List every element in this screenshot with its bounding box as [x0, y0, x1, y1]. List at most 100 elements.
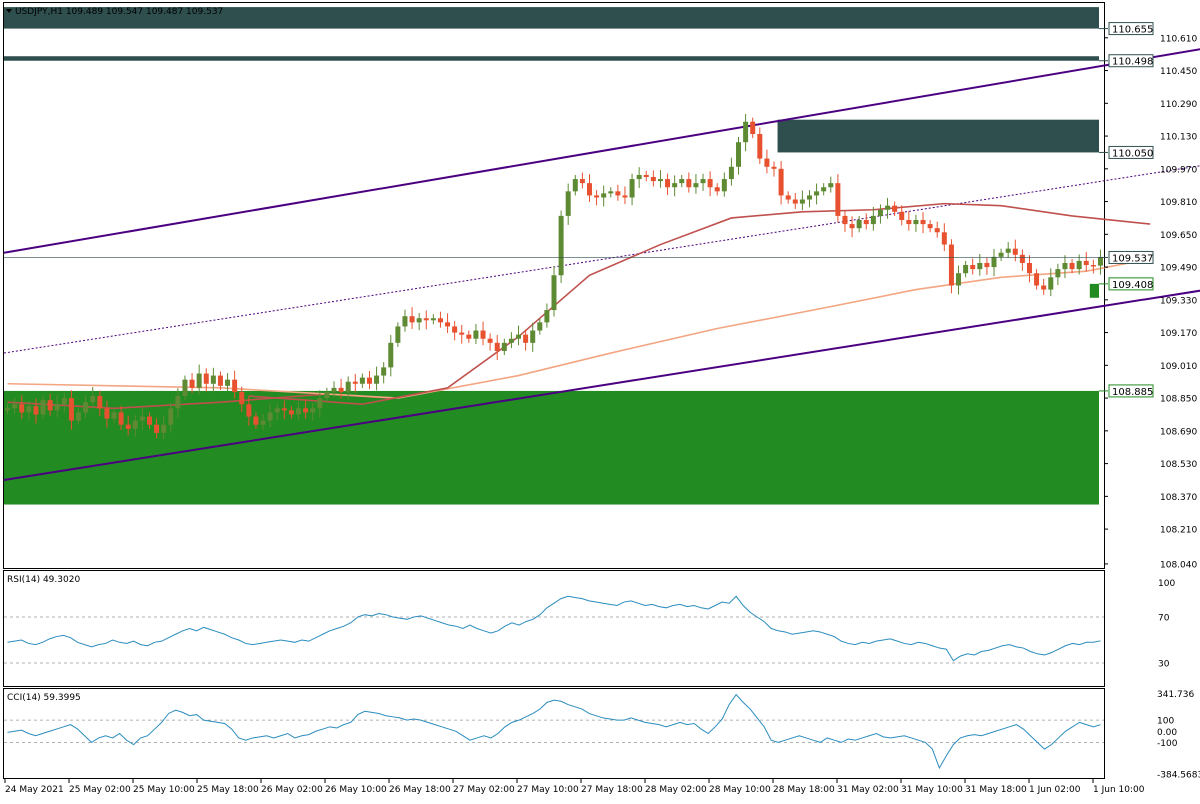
candle-body	[118, 412, 124, 425]
candle-body	[650, 177, 656, 182]
candle-body	[303, 408, 309, 413]
candle-body	[764, 158, 770, 167]
candle-body	[1026, 262, 1032, 274]
candle-body	[68, 398, 74, 421]
channel-upper-line	[3, 48, 1200, 254]
y-tick-label: 109.810	[1160, 198, 1197, 208]
level-label: 110.498	[1112, 57, 1153, 68]
candle-body	[437, 318, 443, 323]
candle-body	[345, 381, 351, 392]
candles	[5, 113, 1103, 440]
candle-body	[622, 195, 628, 198]
candle-body	[402, 316, 408, 327]
candle-body	[480, 330, 486, 339]
candle-body	[317, 398, 323, 409]
candle-body	[806, 195, 812, 200]
candle-body	[998, 252, 1004, 257]
candle-body	[225, 379, 231, 386]
candle-body	[196, 373, 202, 388]
candle-body	[863, 219, 869, 225]
candle-body	[899, 211, 905, 220]
x-tick-label: 1 Jun 02:00	[1029, 785, 1081, 795]
candle-body	[601, 193, 607, 198]
dropdown-triangle-icon[interactable]	[6, 9, 12, 13]
cci-y-label: -100	[1157, 739, 1178, 749]
y-tick-label: 109.330	[1160, 296, 1197, 306]
candle-body	[991, 256, 997, 268]
candle-body	[168, 408, 174, 425]
candle-body	[19, 404, 25, 413]
candle-body	[26, 406, 32, 413]
candle-body	[736, 142, 742, 167]
x-tick-label: 24 May 2021	[5, 785, 64, 795]
zone-resistance-2	[777, 119, 1099, 153]
level-box	[1108, 54, 1154, 68]
y-tick-label: 108.210	[1160, 526, 1197, 536]
candle-body	[1069, 262, 1075, 270]
candle-body	[175, 396, 181, 409]
candle-body	[970, 265, 976, 270]
y-tick-label: 108.530	[1160, 460, 1197, 470]
price-levels: 110.655 110.498 110.050 109.537 109.408 108.8…	[4, 22, 1154, 398]
candle-body	[679, 179, 685, 184]
candle-body	[523, 334, 529, 343]
zone-resistance-0	[4, 7, 1099, 29]
candle-body	[161, 424, 167, 433]
candle-body	[785, 195, 791, 200]
cci-line	[7, 693, 1101, 770]
level-label: 108.885	[1112, 387, 1153, 398]
candle-body	[47, 400, 53, 411]
candle-body	[366, 377, 372, 384]
candle-body	[963, 265, 969, 274]
candle-body	[76, 412, 82, 421]
candle-body	[516, 334, 522, 339]
candle-body	[594, 195, 600, 198]
y-tick-label: 109.970	[1160, 165, 1197, 175]
y-tick-label: 110.450	[1160, 67, 1197, 77]
candle-body	[508, 338, 514, 343]
candle-body	[1034, 273, 1040, 286]
y-tick-label: 109.650	[1160, 231, 1197, 241]
level-box	[1108, 250, 1154, 264]
candle-body	[629, 179, 635, 198]
candle-body	[139, 416, 145, 421]
ma-slow-line	[248, 202, 1151, 406]
candle-body	[721, 179, 727, 192]
candle-body	[707, 179, 713, 188]
level-box	[1108, 22, 1154, 36]
candle-body	[40, 400, 46, 415]
candle-body	[331, 387, 337, 392]
candle-body	[260, 420, 266, 425]
x-tick-label: 28 May 02:00	[645, 785, 707, 795]
candle-body	[182, 379, 188, 397]
x-tick-label: 28 May 10:00	[709, 785, 771, 795]
x-tick-label: 26 May 10:00	[325, 785, 387, 795]
candle-body	[352, 381, 358, 384]
rsi-line	[7, 595, 1101, 662]
candle-body	[324, 391, 330, 399]
candle-body	[657, 179, 663, 182]
y-tick-label: 110.290	[1160, 100, 1197, 110]
candle-body	[239, 391, 245, 405]
candle-body	[338, 387, 344, 392]
candle-body	[1012, 248, 1018, 255]
candle-body	[608, 191, 614, 194]
y-tick-label: 110.610	[1160, 34, 1197, 44]
candle-body	[1041, 285, 1047, 290]
candle-body	[743, 121, 749, 143]
candle-body	[416, 318, 422, 323]
y-tick-label: 108.040	[1160, 560, 1197, 570]
candle-body	[487, 338, 493, 343]
candle-body	[132, 420, 138, 429]
x-tick-label: 26 May 02:00	[261, 785, 323, 795]
candle-body	[913, 219, 919, 225]
candle-body	[1076, 260, 1082, 270]
x-tick-label: 31 May 10:00	[901, 785, 963, 795]
candle-body	[381, 367, 387, 376]
candle-body	[1055, 269, 1061, 278]
candle-body	[232, 379, 238, 392]
candle-body	[835, 183, 841, 216]
y-tick-label: 108.850	[1160, 395, 1197, 405]
